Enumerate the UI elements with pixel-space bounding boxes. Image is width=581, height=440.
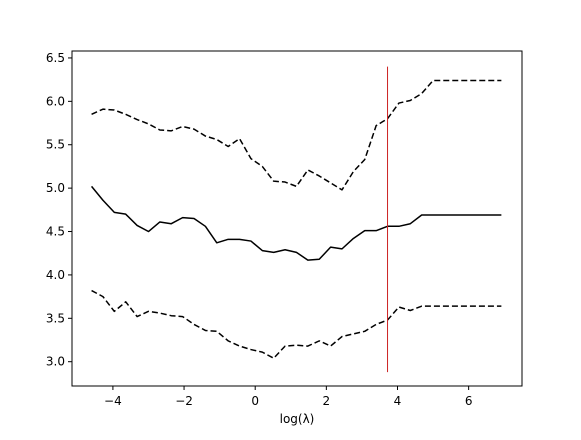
- series-line-mean: [90, 185, 502, 261]
- y-tick-label: 4.0: [46, 268, 65, 282]
- y-tick-label: 3.5: [46, 311, 65, 325]
- series-line-upper: [91, 79, 502, 191]
- plot-frame: [71, 50, 523, 387]
- y-tick-label: 4.5: [46, 225, 65, 239]
- y-tick-label: 5.0: [46, 181, 65, 195]
- series-layer: [90, 79, 502, 359]
- x-tick-label: 4: [394, 394, 402, 408]
- y-tick-label: 6.0: [46, 94, 65, 108]
- x-axis-label: log(λ): [280, 412, 315, 426]
- x-tick-label: −4: [104, 394, 122, 408]
- x-tick-label: 0: [251, 394, 259, 408]
- y-tick-label: 6.5: [46, 51, 65, 65]
- y-tick-label: 5.5: [46, 138, 65, 152]
- y-axis-ticks: 3.0 3.5 4.0 4.5 5.0 5.5 6.0 6.5: [46, 51, 72, 369]
- x-tick-label: 2: [323, 394, 331, 408]
- x-axis-ticks: −4 −2 0 2 4 6: [104, 386, 472, 408]
- x-tick-label: −2: [175, 394, 193, 408]
- x-tick-label: 6: [465, 394, 473, 408]
- y-tick-label: 3.0: [46, 355, 65, 369]
